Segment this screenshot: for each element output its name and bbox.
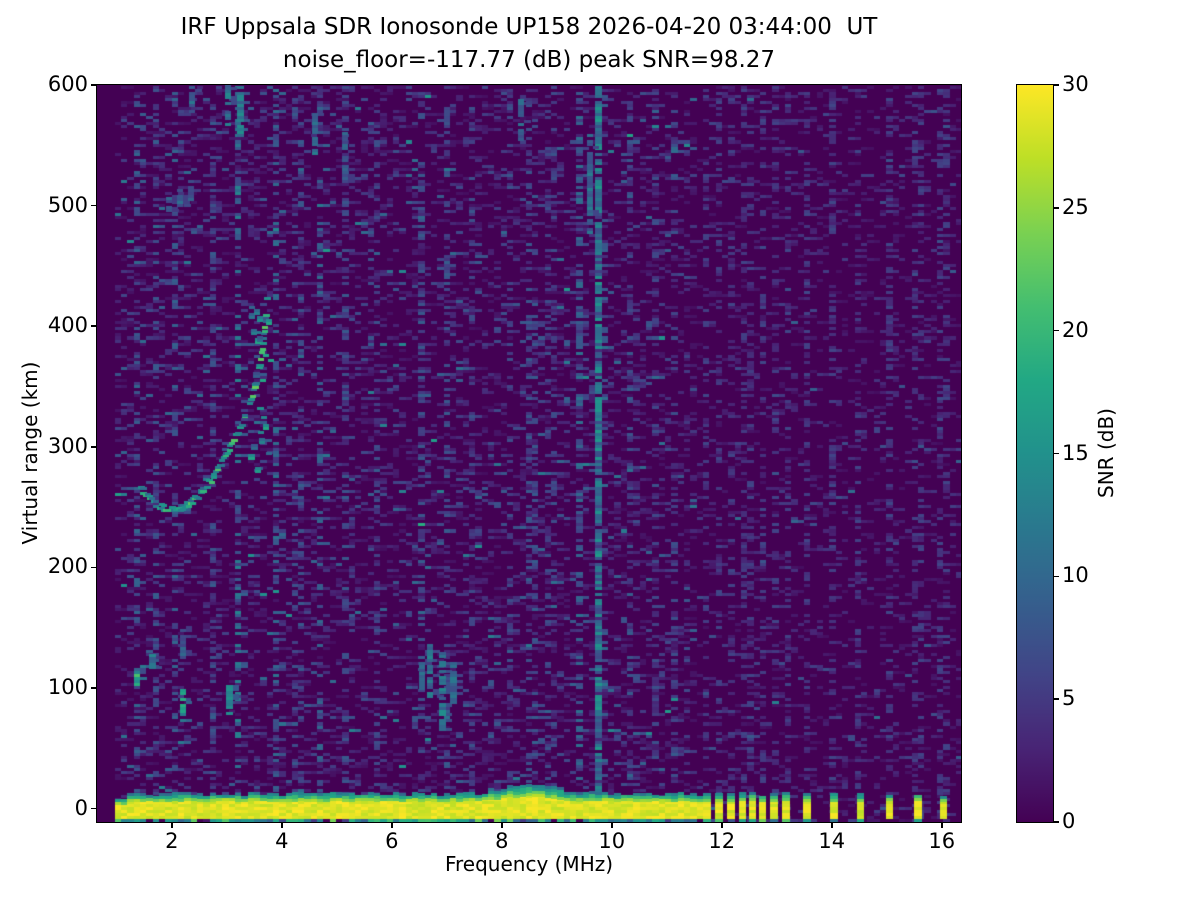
y-tick-label: 100 <box>47 675 88 700</box>
y-tick-label: 400 <box>47 313 88 338</box>
colorbar-tick-label: 0 <box>1062 809 1076 833</box>
y-tick-mark <box>91 204 96 207</box>
x-tick-label: 8 <box>495 829 509 853</box>
colorbar-label: SNR (dB) <box>1094 408 1118 498</box>
colorbar-tick-mark <box>1054 575 1059 578</box>
x-tick-mark <box>281 823 283 828</box>
ionogram-heatmap-canvas <box>97 85 961 822</box>
x-tick-mark <box>611 823 613 828</box>
colorbar-tick-mark <box>1054 84 1059 86</box>
y-tick-mark <box>91 325 96 327</box>
x-tick-label: 2 <box>165 829 179 853</box>
x-tick-mark <box>171 823 173 828</box>
y-tick-label: 500 <box>47 192 88 217</box>
colorbar-tick-mark <box>1054 207 1059 209</box>
colorbar-tick-label: 30 <box>1062 72 1089 96</box>
colorbar-tick-mark <box>1054 821 1059 823</box>
y-axis-label: Virtual range (km) <box>18 361 42 545</box>
x-tick-mark <box>391 823 393 828</box>
colorbar-tick-label: 25 <box>1062 194 1089 219</box>
y-tick-mark <box>91 687 96 689</box>
colorbar-gradient <box>1017 85 1053 822</box>
x-tick-mark <box>501 823 503 828</box>
x-tick-label: 10 <box>598 829 626 853</box>
colorbar-tick-mark <box>1054 329 1059 332</box>
x-tick-label: 16 <box>928 829 956 853</box>
colorbar-tick-label: 20 <box>1062 317 1089 342</box>
y-tick-label: 300 <box>47 433 88 458</box>
heatmap-plot-area <box>96 84 962 823</box>
colorbar-tick-label: 15 <box>1062 440 1089 465</box>
x-axis-label: Frequency (MHz) <box>444 852 614 876</box>
y-tick-label: 200 <box>47 554 88 579</box>
colorbar-tick-label: 5 <box>1062 686 1076 711</box>
plot-title: IRF Uppsala SDR Ionosonde UP158 2026-04-… <box>180 14 878 40</box>
x-tick-label: 6 <box>385 829 399 853</box>
colorbar-tick-label: 10 <box>1062 563 1089 588</box>
x-tick-label: 4 <box>275 829 289 853</box>
plot-subtitle: noise_floor=-117.77 (dB) peak SNR=98.27 <box>282 47 776 73</box>
x-tick-label: 12 <box>708 829 736 853</box>
x-tick-mark <box>831 823 833 828</box>
y-tick-label: 0 <box>74 795 88 820</box>
y-tick-label: 600 <box>47 72 88 96</box>
y-tick-mark <box>91 566 96 569</box>
x-tick-mark <box>721 823 723 828</box>
y-tick-mark <box>91 807 96 810</box>
y-tick-mark <box>91 446 96 448</box>
x-tick-mark <box>941 823 943 828</box>
colorbar <box>1016 84 1054 823</box>
x-tick-label: 14 <box>818 829 846 853</box>
y-tick-mark <box>91 84 96 86</box>
colorbar-tick-mark <box>1054 698 1059 700</box>
colorbar-tick-mark <box>1054 452 1059 455</box>
